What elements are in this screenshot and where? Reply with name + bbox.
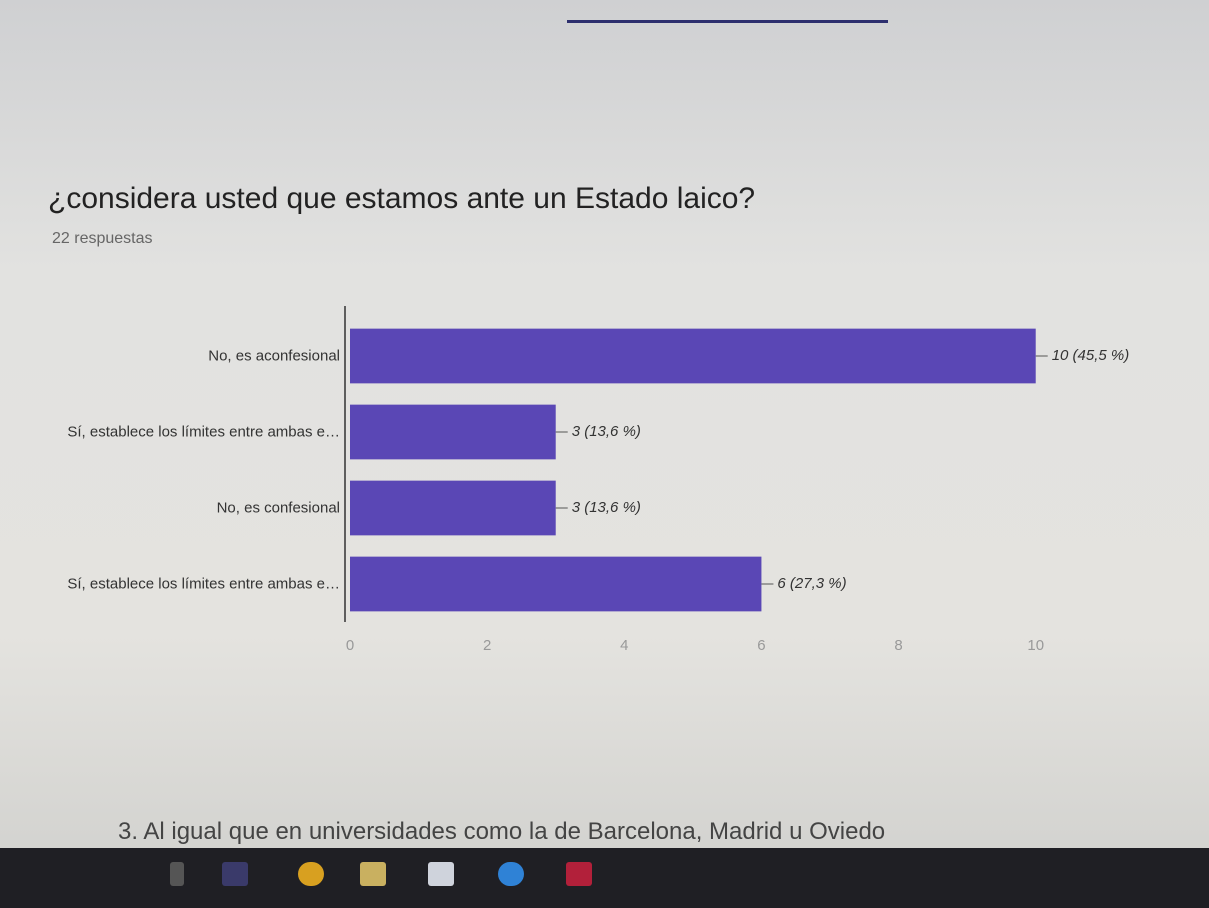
explorer-icon	[360, 862, 386, 886]
y-tick-label: No, es confesional	[50, 499, 340, 518]
taskbar	[0, 848, 1209, 908]
bar	[350, 329, 1036, 384]
x-tick-label: 10	[1027, 637, 1044, 654]
x-tick-label: 0	[346, 637, 354, 654]
bar	[350, 481, 556, 536]
x-tick-label: 4	[620, 637, 628, 654]
x-tick-label: 8	[894, 637, 902, 654]
value-label: 3 (13,6 %)	[572, 423, 641, 440]
y-tick-label: Sí, establece los límites entre ambas e…	[50, 575, 340, 594]
value-label: 10 (45,5 %)	[1052, 347, 1130, 364]
value-label: 3 (13,6 %)	[572, 499, 641, 516]
chrome-icon	[298, 862, 324, 886]
store-icon	[428, 862, 454, 886]
bar	[350, 405, 556, 460]
page: {"chart_data": {"type": "bar", "orientat…	[0, 0, 1209, 908]
bar	[350, 557, 761, 612]
x-tick-label: 2	[483, 637, 491, 654]
edge-icon	[498, 862, 524, 886]
x-tick-label: 6	[757, 637, 765, 654]
y-tick-label: No, es aconfesional	[50, 347, 340, 366]
next-question: 3. Al igual que en universidades como la…	[118, 818, 885, 846]
y-tick-label: Sí, establece los límites entre ambas e…	[50, 423, 340, 442]
value-label: 6 (27,3 %)	[777, 575, 846, 592]
mcafee-icon	[566, 862, 592, 886]
chart: 0 2 4 6 8 10 10 (45,5 %) 3 (13,6 %) 3 (13,6 %) 6 …	[0, 0, 1209, 908]
search-icon	[170, 862, 184, 886]
task-view-icon	[222, 862, 248, 886]
